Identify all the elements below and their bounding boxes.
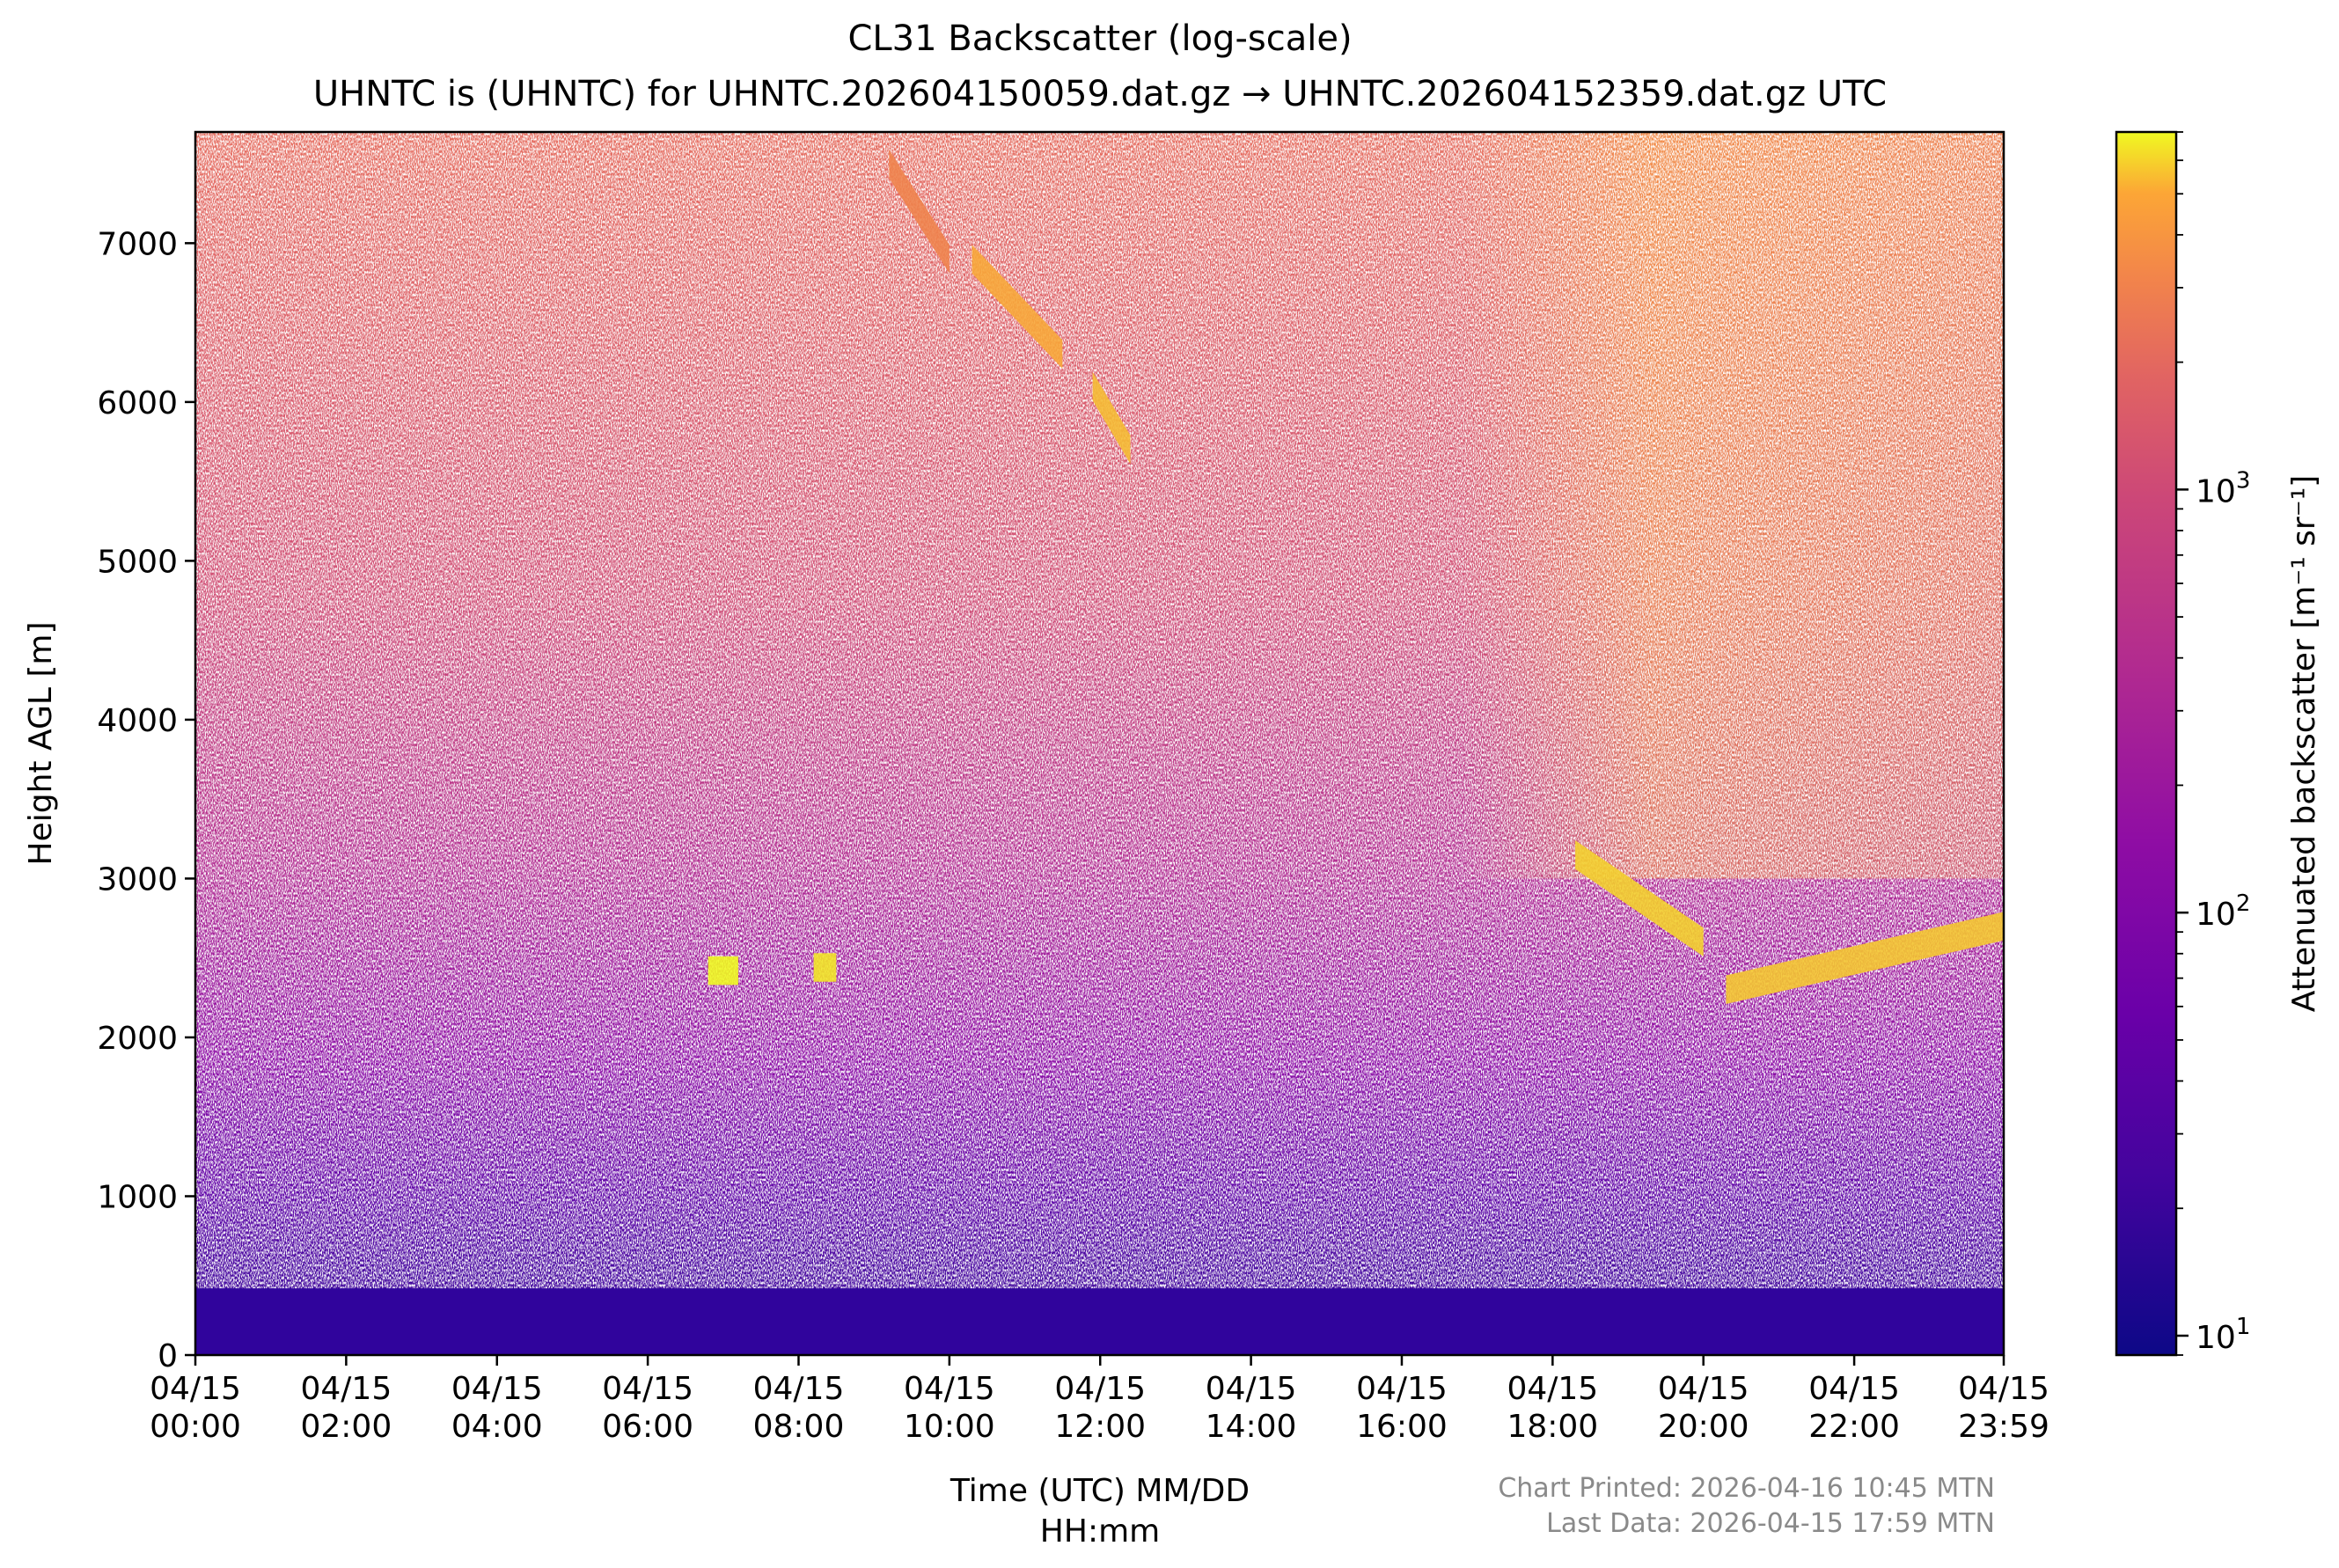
x-tick-date: 04/15 [1808, 1371, 1900, 1407]
x-tick-time: 20:00 [1658, 1409, 1749, 1445]
colorbar-tick-label: 102 [2196, 890, 2250, 933]
y-tick-label: 1000 [97, 1179, 178, 1215]
y-tick-label: 4000 [97, 703, 178, 739]
colorbar-ticks: 101 102 103 [2176, 131, 2250, 1356]
y-tick-label: 3000 [97, 861, 178, 898]
last-data-text: Last Data: 2026-04-15 17:59 MTN [1546, 1508, 1995, 1539]
x-tick-date: 04/15 [753, 1371, 845, 1407]
x-tick-time: 22:00 [1808, 1409, 1900, 1445]
x-tick-time: 04:00 [451, 1409, 543, 1445]
chart-printed-text: Chart Printed: 2026-04-16 10:45 MTN [1498, 1473, 1995, 1504]
y-tick-label: 5000 [97, 544, 178, 580]
y-tick-label: 7000 [97, 226, 178, 262]
chart-subtitle: UHNTC is (UHNTC) for UHNTC.202604150059.… [313, 74, 1887, 114]
cloud-layer [813, 953, 837, 982]
x-tick-time: 10:00 [904, 1409, 995, 1445]
x-tick-date: 04/15 [1507, 1371, 1598, 1407]
colorbar-gradient [2115, 130, 2178, 1357]
x-tick-date: 04/15 [1958, 1371, 2049, 1407]
x-tick-date: 04/15 [451, 1371, 543, 1407]
x-tick-time: 23:59 [1958, 1409, 2049, 1445]
x-tick-time: 08:00 [753, 1409, 845, 1445]
cloud-layer [708, 956, 738, 985]
y-axis: 0 1000 2000 3000 4000 5000 6000 7000 [97, 226, 195, 1374]
y-tick-label: 2000 [97, 1021, 178, 1057]
x-tick-time: 06:00 [602, 1409, 693, 1445]
colorbar-label: Attenuated backscatter [m⁻¹ sr⁻¹] [2286, 475, 2322, 1012]
cloud-layer [1575, 840, 1704, 956]
x-tick-date: 04/15 [1206, 1371, 1297, 1407]
x-tick-date: 04/15 [300, 1371, 392, 1407]
x-tick-time: 02:00 [300, 1409, 392, 1445]
x-axis: 04/1500:0004/1502:0004/1504:0004/1506:00… [150, 1355, 2049, 1445]
colorbar: 101 102 103 Attenuated backscatter [m⁻¹ sr… [2115, 130, 2322, 1357]
x-axis-label-line2: HH:mm [1040, 1513, 1160, 1550]
x-tick-date: 04/15 [602, 1371, 693, 1407]
x-tick-date: 04/15 [1054, 1371, 1146, 1407]
x-axis-label-line1: Time (UTC) MM/DD [950, 1473, 1250, 1509]
cloud-layers [708, 149, 2004, 1005]
x-tick-time: 00:00 [150, 1409, 241, 1445]
colorbar-tick-label: 101 [2196, 1314, 2250, 1356]
x-tick-time: 14:00 [1206, 1409, 1297, 1445]
cloud-layer [1726, 912, 2004, 1005]
x-tick-date: 04/15 [1658, 1371, 1749, 1407]
y-tick-label: 6000 [97, 385, 178, 421]
x-tick-date: 04/15 [150, 1371, 241, 1407]
y-axis-label: Height AGL [m] [23, 622, 59, 866]
cloud-layer [889, 149, 950, 274]
x-tick-time: 18:00 [1507, 1409, 1598, 1445]
y-tick-label: 0 [158, 1338, 178, 1374]
x-tick-date: 04/15 [1356, 1371, 1448, 1407]
x-tick-time: 12:00 [1054, 1409, 1146, 1445]
colorbar-tick-label: 103 [2196, 467, 2250, 509]
chart-title: CL31 Backscatter (log-scale) [847, 18, 1352, 59]
cloud-layer [1092, 371, 1131, 465]
x-tick-time: 16:00 [1356, 1409, 1448, 1445]
noise-speckle [195, 132, 2004, 1355]
surface-aerosol-layer [195, 1288, 2004, 1355]
x-tick-date: 04/15 [904, 1371, 995, 1407]
cloud-layer [972, 245, 1063, 369]
